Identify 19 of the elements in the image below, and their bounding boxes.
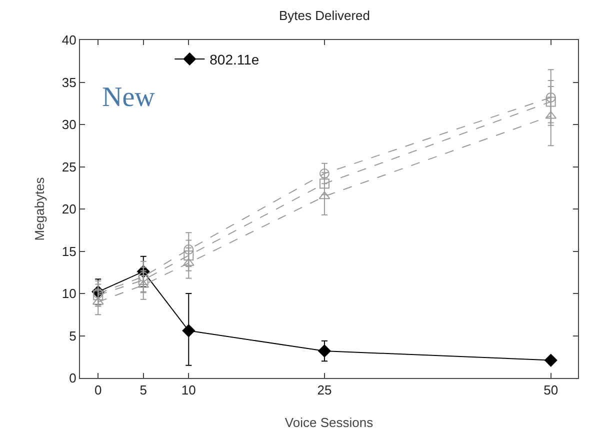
legend-label: 802.11e: [210, 51, 260, 68]
x-tick-label: 5: [140, 382, 147, 398]
y-tick-label: 40: [62, 32, 76, 48]
x-tick-label: 10: [181, 382, 196, 398]
y-tick-label: 25: [62, 159, 76, 174]
y-tick-label: 20: [62, 202, 76, 217]
y-tick-label: 10: [62, 286, 76, 302]
y-tick-label: 0: [69, 370, 76, 386]
y-tick-label: 30: [62, 117, 76, 132]
x-tick-label: 25: [317, 382, 332, 398]
y-axis-title: Megabytes: [32, 176, 47, 241]
y-tick-label: 5: [69, 328, 76, 344]
y-tick-label: 15: [62, 244, 76, 259]
x-tick-label: 0: [94, 382, 102, 398]
annotation: New: [102, 82, 156, 113]
chart-title: Bytes Delivered: [278, 8, 370, 23]
x-axis-title: Voice Sessions: [284, 415, 374, 430]
x-tick-label: 50: [544, 382, 558, 398]
y-tick-label: 35: [62, 74, 76, 90]
